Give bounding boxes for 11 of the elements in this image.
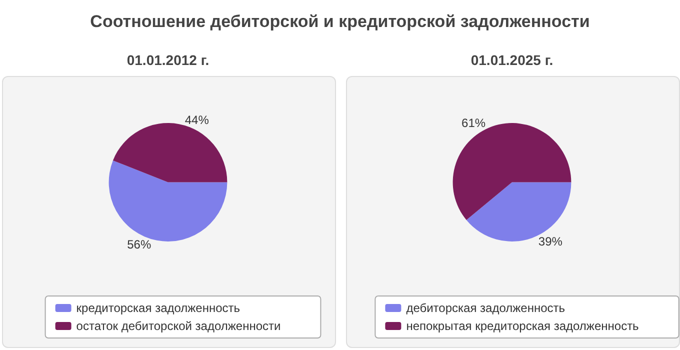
data-label: 61% <box>462 116 486 130</box>
chart-title: 01.01.2025 г. <box>470 52 554 68</box>
data-label: 44% <box>184 113 210 128</box>
data-label: 56% <box>127 237 152 252</box>
chart-title: 01.01.2012 г. <box>126 52 210 68</box>
legend-label: кредиторская задолженность <box>76 301 240 315</box>
text: Соотношение дебиторской и кредиторской задолженности <box>89 12 591 32</box>
legend-label: непокрытая кредиторская задолженность <box>406 319 639 333</box>
legend-label: остаток дебиторской задолженности <box>76 319 281 333</box>
data-label: 39% <box>538 234 563 249</box>
legend-label: дебиторская задолженность <box>406 301 565 315</box>
